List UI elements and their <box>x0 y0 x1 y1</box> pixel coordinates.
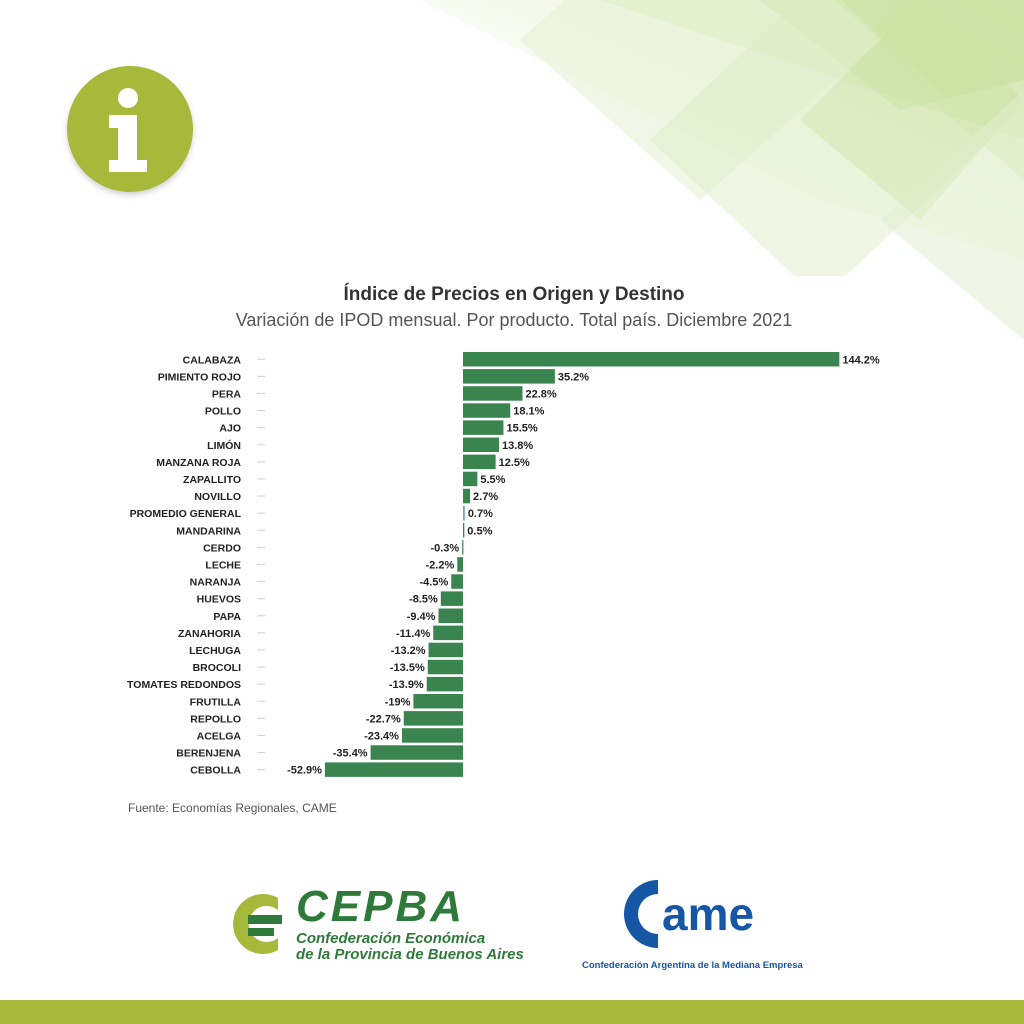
chart-subtitle: Variación de IPOD mensual. Por producto.… <box>236 310 793 330</box>
bar-chart: Índice de Precios en Origen y Destino Va… <box>127 283 880 815</box>
category-label: BROCOLI <box>193 662 241 674</box>
value-label: 12.5% <box>499 457 530 469</box>
value-label: 35.2% <box>558 371 589 383</box>
bar <box>428 642 463 658</box>
value-label: 15.5% <box>506 423 537 435</box>
bar <box>324 762 463 777</box>
chart-title: Índice de Precios en Origen y Destino <box>343 283 684 305</box>
bar <box>427 659 463 675</box>
bar <box>463 471 478 487</box>
value-label: 13.8% <box>502 440 533 452</box>
bar <box>457 557 463 572</box>
bar <box>403 711 463 726</box>
info-badge <box>67 66 193 192</box>
category-label: LECHE <box>205 559 241 571</box>
value-label: -11.4% <box>396 628 430 640</box>
bar <box>370 745 463 760</box>
category-label: LIMÓN <box>207 439 241 452</box>
category-label: PERA <box>212 388 242 400</box>
bar <box>463 454 496 470</box>
bar <box>463 352 840 367</box>
value-label: -22.7% <box>366 713 401 725</box>
category-label: ACELGA <box>197 730 242 742</box>
bar <box>463 437 500 452</box>
value-label: 0.5% <box>467 525 492 537</box>
category-label: FRUTILLA <box>190 696 242 708</box>
chart-panel: Índice de Precios en Origen y Destino Va… <box>118 276 913 816</box>
bar <box>462 540 464 555</box>
value-label: -9.4% <box>407 611 436 623</box>
value-label: 2.7% <box>473 491 498 503</box>
category-label: CEBOLLA <box>190 765 241 777</box>
cepba-wordmark: CEPBA <box>296 882 466 931</box>
category-label: CALABAZA <box>183 354 242 366</box>
category-label: NARANJA <box>190 577 242 589</box>
cepba-line-2: de la Provincia de Buenos Aires <box>296 946 524 963</box>
bar <box>438 608 463 623</box>
bar <box>426 676 463 692</box>
value-label: 5.5% <box>480 474 505 486</box>
category-label: NOVILLO <box>194 491 241 503</box>
bar <box>463 523 465 538</box>
category-label: REPOLLO <box>190 713 241 725</box>
category-label: MANZANA ROJA <box>156 457 241 469</box>
value-label: -13.5% <box>390 662 425 674</box>
bar <box>440 591 463 606</box>
bottom-band <box>0 1000 1024 1024</box>
info-icon <box>109 88 147 172</box>
value-label: -13.9% <box>389 679 424 691</box>
value-label: 0.7% <box>468 508 493 520</box>
value-label: 144.2% <box>842 354 880 366</box>
bar <box>463 420 504 435</box>
value-label: -52.9% <box>287 765 322 777</box>
category-label: MANDARINA <box>176 525 241 537</box>
value-label: 22.8% <box>526 388 557 400</box>
category-label: BERENJENA <box>176 748 241 760</box>
category-label: TOMATES REDONDOS <box>127 679 241 691</box>
bar <box>451 574 463 589</box>
cepba-line-1: Confederación Económica <box>296 930 486 947</box>
bar <box>463 369 555 384</box>
bar <box>433 625 463 641</box>
category-label: ZAPALLITO <box>183 474 241 486</box>
value-label: 18.1% <box>513 406 544 418</box>
bar <box>463 505 465 521</box>
bars-layer: CALABAZA 144.2% PIMIENTO ROJO 35.2% PERA 22.8… <box>127 352 880 777</box>
value-label: -8.5% <box>409 594 438 606</box>
bar <box>463 386 523 401</box>
bar <box>401 728 463 743</box>
bar <box>463 488 471 504</box>
category-label: POLLO <box>205 406 241 418</box>
bar <box>413 694 463 709</box>
came-tagline: Confederación Argentina de la Mediana Em… <box>582 960 803 971</box>
category-label: CERDO <box>203 542 241 554</box>
chart-source: Fuente: Economías Regionales, CAME <box>128 801 337 815</box>
value-label: -4.5% <box>420 577 449 589</box>
value-label: -23.4% <box>364 730 399 742</box>
value-label: -35.4% <box>333 748 368 760</box>
svg-text:ame: ame <box>662 888 754 940</box>
cepba-emblem-icon <box>233 894 282 954</box>
category-label: ZANAHORIA <box>178 628 241 640</box>
bar <box>463 403 511 418</box>
value-label: -0.3% <box>430 542 459 554</box>
category-label: PROMEDIO GENERAL <box>130 508 242 520</box>
category-label: HUEVOS <box>197 594 241 606</box>
category-label: LECHUGA <box>189 645 241 657</box>
category-label: AJO <box>219 423 241 435</box>
cepba-logo: CEPBA Confederación Económica de la Prov… <box>218 882 524 963</box>
value-label: -19% <box>385 696 411 708</box>
category-label: PIMIENTO ROJO <box>158 371 241 383</box>
value-label: -2.2% <box>426 559 455 571</box>
value-label: -13.2% <box>391 645 426 657</box>
came-logo: ame Confederación Argentina de la Median… <box>582 872 822 982</box>
category-label: PAPA <box>213 611 241 623</box>
came-wordmark-icon: ame <box>624 880 754 948</box>
